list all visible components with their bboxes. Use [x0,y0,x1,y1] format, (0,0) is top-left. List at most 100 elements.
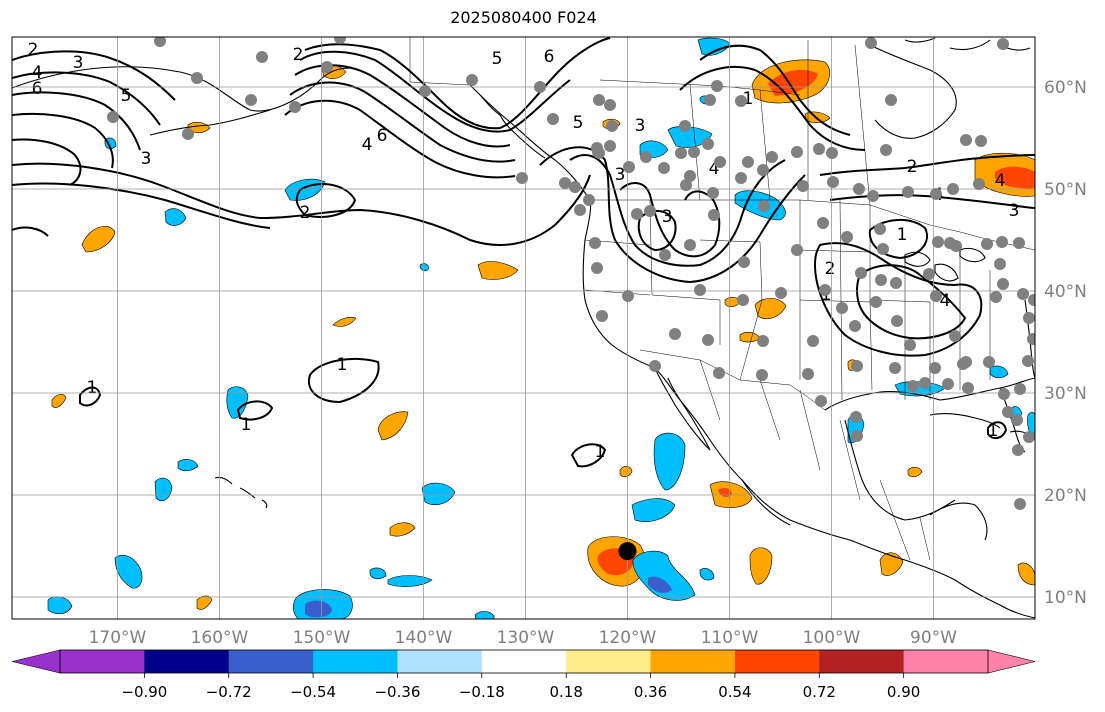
station-dot [704,94,716,106]
lon-tick-label: 140°W [395,628,453,648]
colorbar [11,649,1036,674]
longitude-axis: 170°W 160°W 150°W 140°W 130°W 120°W 110°W 100°W… [89,628,958,648]
station-dot [975,135,987,147]
station-dot [1023,312,1035,324]
contour-small-1-west [79,386,102,407]
colorbar-tick-label: −0.54 [290,683,336,701]
station-dot [742,156,754,168]
colorbar-extend-low [11,649,61,674]
colorbar-segment [397,650,483,673]
station-dot [891,315,903,327]
station-dot [944,237,956,249]
contour-label: 1 [743,89,754,109]
colorbar-tick-label: 0.36 [634,683,667,701]
nw-coast [469,84,592,241]
lon-tick-label: 160°W [191,628,249,648]
lon-tick-label: 120°W [599,628,657,648]
station-dot [589,237,601,249]
station-dot [960,356,972,368]
colorbar-extend-high [987,649,1036,674]
contour-label: 1 [595,442,606,462]
station-dot [815,395,827,407]
contour-2-alaska [284,99,516,179]
station-dot [929,362,941,374]
station-dot [596,310,608,322]
colorbar-tick-label: 0.18 [549,683,582,701]
station-dot [947,183,959,195]
us-mexico-border [639,349,826,411]
station-dot [802,368,814,380]
station-dot [817,217,829,229]
station-dot [334,37,346,44]
aleutian-chain [149,109,271,136]
contour-trough-low [637,210,677,252]
colorbar-segment [313,650,398,673]
contour-1-south [570,443,607,468]
station-dot [885,94,897,106]
station-dot [807,335,819,347]
contour-long-west-2 [12,182,271,229]
alaska-coast [12,66,361,112]
contour-ridge-east-1 [699,44,851,136]
station-dot [756,369,768,381]
station-dot [851,360,863,372]
colorbar-outline [59,649,989,674]
station-dot [797,180,809,192]
station-dot [791,244,803,256]
colorbar-segment [481,650,567,673]
station-markers [107,37,1035,510]
station-dot [289,101,301,113]
station-dot [321,61,333,73]
station-dot [850,411,862,423]
station-dot [245,94,257,106]
station-dot [949,330,961,342]
colorbar-tick-label: −0.36 [374,683,420,701]
station-dot [880,144,892,156]
lat-tick-label: 30°N [1044,384,1087,404]
station-dot [902,186,914,198]
southeast-alaska [479,94,546,159]
station-dot [1017,288,1029,300]
latitude-axis: 10°N 20°N 30°N 40°N 50°N 60°N [1044,78,1087,608]
colorbar-segment [566,650,652,673]
contour-trough-2 [569,154,786,267]
station-dot [819,284,831,296]
colorbar-tick-label: 0.72 [803,683,836,701]
lon-tick-label: 130°W [497,628,555,648]
contour-west-coast-low [12,226,49,237]
contour-label: 2 [300,203,311,223]
mexico-pacific-coast [741,479,791,526]
colorbar-tick-label: 0.54 [718,683,751,701]
station-dot [604,140,616,152]
station-dot [640,151,652,163]
station-dot [606,120,618,132]
station-dot [853,183,865,195]
station-dot [684,239,696,251]
station-dot [907,380,919,392]
station-dot [737,294,749,306]
station-dot [679,120,691,132]
station-dot [1027,333,1035,345]
contour-label: 3 [73,53,84,73]
station-dot [547,113,559,125]
contour-west-pac-1 [12,50,176,101]
yucatan [929,502,988,541]
map-title: 2025080400 F024 [450,8,597,27]
station-dot [574,204,586,216]
station-dot [998,388,1010,400]
station-dot [962,382,974,394]
colorbar-tick-label: 0.90 [887,683,920,701]
station-dot [675,147,687,159]
alaska-yukon-border [409,37,471,86]
contour-west-pac-5 [12,138,82,186]
colorbar-segment [734,650,820,673]
contour-label: 3 [662,207,673,227]
contour-label: 2 [293,45,304,65]
station-dot [942,378,954,390]
gulf-coast [824,377,1035,411]
station-dot [757,164,769,176]
station-dot [107,111,119,123]
canadian-provinces [599,40,871,206]
lat-tick-label: 50°N [1044,180,1087,200]
lat-tick-label: 60°N [1044,78,1087,98]
